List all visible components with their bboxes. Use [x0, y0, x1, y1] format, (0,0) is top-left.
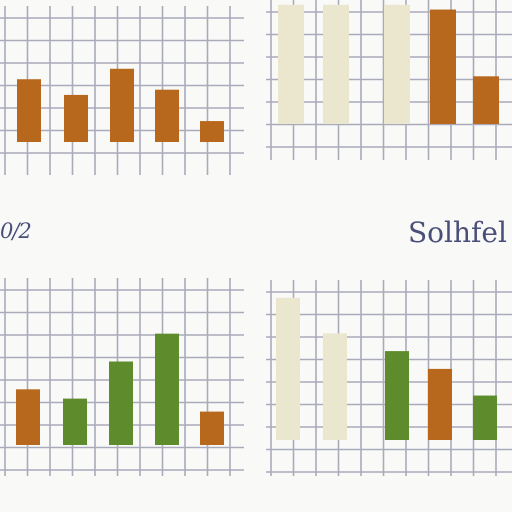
right-caption: Solhfel	[408, 216, 507, 249]
chart-panel-4	[266, 280, 512, 476]
chart-panel-2	[266, 0, 512, 160]
bar-5	[200, 121, 224, 142]
bar-4	[155, 89, 179, 142]
chart-panel-3	[0, 278, 244, 476]
bar-2	[64, 94, 88, 142]
bar-5	[200, 411, 224, 445]
bar-3	[384, 4, 410, 124]
bar-3	[110, 68, 134, 142]
bar-4	[428, 368, 452, 440]
bar-1	[17, 79, 41, 142]
bar-1	[16, 389, 40, 445]
bar-5	[473, 395, 497, 440]
bar-2	[323, 4, 349, 124]
bar-2	[63, 398, 87, 445]
left-caption: 0/2	[0, 219, 32, 243]
bar-1	[278, 4, 304, 124]
bar-3	[109, 361, 133, 445]
bar-4	[155, 333, 179, 445]
bar-5	[473, 76, 499, 124]
chart-panel-1	[0, 6, 244, 175]
bar-2	[323, 333, 347, 440]
bar-1	[276, 297, 300, 440]
bar-4	[430, 9, 456, 125]
bar-3	[385, 351, 409, 440]
